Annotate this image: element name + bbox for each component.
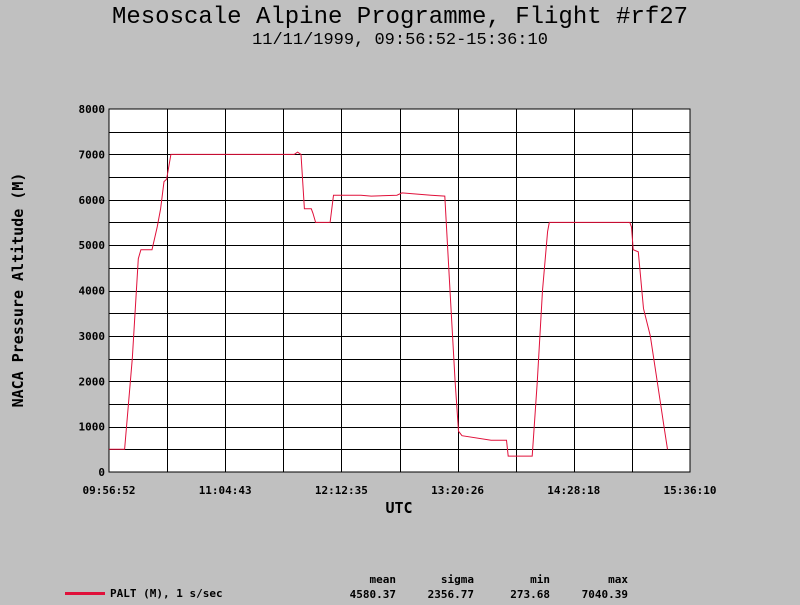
stat-header-min: min bbox=[530, 573, 550, 586]
y-tick-label: 7000 bbox=[79, 148, 106, 161]
x-tick-label: 09:56:52 bbox=[83, 484, 136, 497]
y-axis-label: NACA Pressure Altitude (M) bbox=[9, 173, 27, 408]
x-axis-label: UTC bbox=[385, 499, 412, 517]
y-tick-label: 3000 bbox=[79, 330, 106, 343]
legend: PALT (M), 1 s/sec mean sigma min max 458… bbox=[0, 570, 800, 605]
stat-header-max: max bbox=[608, 573, 628, 586]
y-tick-label: 4000 bbox=[79, 285, 106, 298]
stat-value-mean: 4580.37 bbox=[349, 588, 396, 601]
x-tick-label: 13:20:26 bbox=[431, 484, 484, 497]
chart-subtitle: 11/11/1999, 09:56:52-15:36:10 bbox=[252, 31, 548, 50]
stat-value-max: 7040.39 bbox=[581, 588, 628, 601]
plot-frame bbox=[108, 108, 691, 473]
x-axis-ticks: 09:56:52 11:04:43 12:12:35 13:20:26 14:28:18… bbox=[83, 484, 717, 497]
y-tick-label: 0 bbox=[98, 466, 105, 479]
stat-value-min: 273.68 bbox=[510, 588, 550, 601]
grid-lines bbox=[109, 109, 690, 472]
stat-header-mean: mean bbox=[369, 573, 397, 586]
y-tick-label: 5000 bbox=[79, 239, 106, 252]
altitude-chart: 0 1000 2000 3000 4000 5000 6000 7000 8000 09:56:… bbox=[9, 103, 717, 517]
y-tick-label: 8000 bbox=[79, 103, 106, 116]
y-tick-label: 6000 bbox=[79, 194, 106, 207]
stat-value-sigma: 2356.77 bbox=[427, 588, 474, 601]
stat-header-sigma: sigma bbox=[440, 573, 474, 586]
chart-title: Mesoscale Alpine Programme, Flight #rf27 bbox=[111, 4, 689, 31]
y-tick-label: 2000 bbox=[79, 375, 106, 388]
series-line-palt bbox=[109, 151, 668, 457]
y-axis-ticks: 0 1000 2000 3000 4000 5000 6000 7000 8000 bbox=[79, 103, 106, 479]
x-tick-label: 11:04:43 bbox=[199, 484, 252, 497]
x-tick-label: 14:28:18 bbox=[547, 484, 600, 497]
x-tick-label: 12:12:35 bbox=[315, 484, 368, 497]
x-tick-label: 15:36:10 bbox=[664, 484, 717, 497]
legend-swatch bbox=[65, 592, 105, 595]
plot-area bbox=[109, 109, 690, 472]
y-tick-label: 1000 bbox=[79, 421, 106, 434]
legend-series-label: PALT (M), 1 s/sec bbox=[110, 587, 223, 600]
